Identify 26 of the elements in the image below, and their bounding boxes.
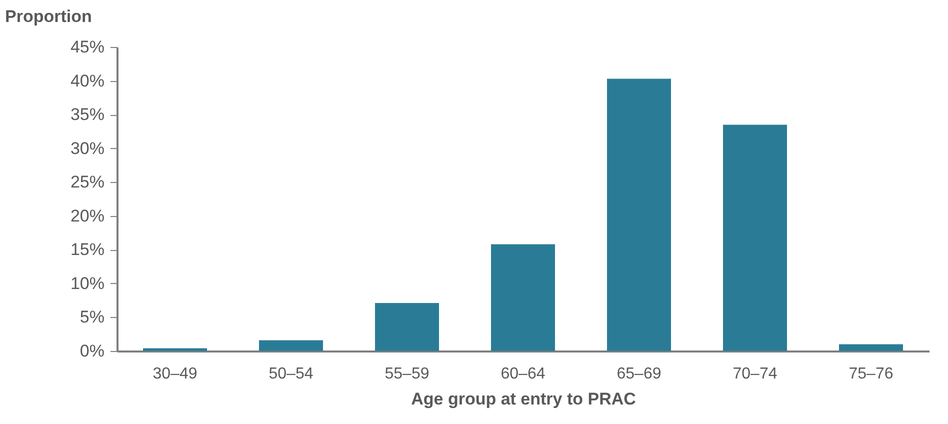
- bar: [839, 344, 903, 351]
- y-tick-label: 40%: [70, 71, 104, 90]
- bar: [143, 348, 207, 351]
- y-tick-label: 0%: [80, 342, 104, 360]
- y-axis-title: Proportion: [5, 7, 92, 26]
- x-tick-label: 50–54: [268, 366, 314, 382]
- x-tick-label: 55–59: [384, 366, 430, 382]
- y-tick-label: 10%: [70, 274, 104, 293]
- y-tick-label: 5%: [80, 308, 104, 327]
- x-tick-label: 30–49: [152, 366, 198, 382]
- y-tick-label: 25%: [70, 172, 104, 192]
- y-tick-label: 15%: [70, 240, 104, 260]
- y-tick-label: 45%: [70, 38, 104, 56]
- x-tick-label: 75–76: [848, 366, 894, 382]
- x-axis-title: Age group at entry to PRAC: [411, 390, 636, 408]
- bar: [723, 124, 787, 351]
- x-tick-label: 65–69: [616, 366, 662, 382]
- bar: [607, 78, 671, 351]
- y-tick-label: 35%: [70, 105, 104, 124]
- x-tick-label: 70–74: [732, 366, 778, 382]
- y-tick-label: 30%: [70, 138, 104, 158]
- bar: [259, 340, 323, 351]
- x-tick-label: 60–64: [500, 366, 546, 382]
- bar: [375, 303, 439, 351]
- bar: [491, 244, 555, 351]
- y-tick-label: 20%: [70, 206, 104, 226]
